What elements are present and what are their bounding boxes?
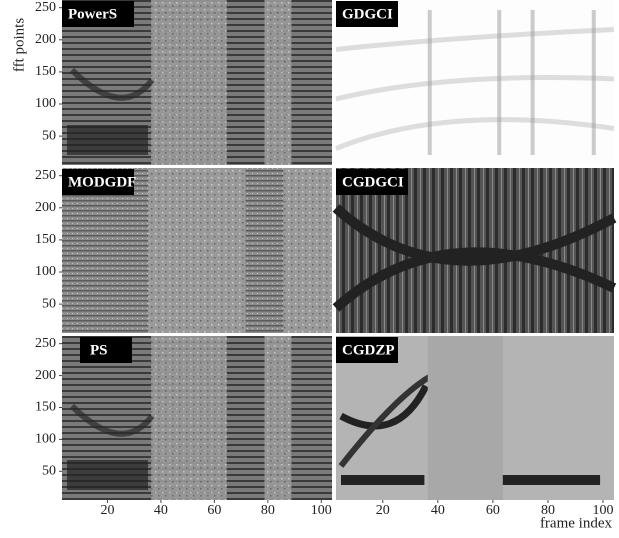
y-tick-label: 50 bbox=[42, 296, 56, 311]
y-tick-label: 200 bbox=[35, 32, 56, 47]
y-tick-label: 250 bbox=[35, 336, 56, 351]
texture bbox=[497, 10, 502, 155]
texture bbox=[335, 75, 615, 102]
texture bbox=[341, 475, 425, 485]
x-tick-label: 100 bbox=[592, 503, 613, 518]
x-tick-label: 40 bbox=[431, 503, 445, 518]
panel-title: CGDZP bbox=[342, 342, 395, 358]
texture bbox=[67, 460, 148, 490]
panel: MODGDF bbox=[62, 168, 332, 333]
y-axis-label: fft points bbox=[11, 18, 27, 72]
panel-title-box bbox=[62, 1, 134, 27]
texture bbox=[283, 168, 332, 333]
texture bbox=[338, 373, 433, 468]
panel: GDGCI bbox=[335, 0, 615, 165]
panel: PowerS bbox=[62, 0, 332, 165]
texture bbox=[332, 204, 617, 266]
x-tick-label: 60 bbox=[486, 503, 500, 518]
panel: CGDZP bbox=[336, 336, 614, 500]
x-tick-label: 100 bbox=[311, 503, 332, 518]
y-tick-label: 250 bbox=[35, 168, 56, 183]
y-tick-label: 150 bbox=[35, 232, 56, 247]
texture bbox=[339, 384, 430, 430]
y-tick-label: 100 bbox=[35, 432, 56, 447]
y-tick-label: 50 bbox=[42, 128, 56, 143]
panel-title-box bbox=[336, 169, 408, 195]
panel-title-box bbox=[80, 337, 132, 363]
texture bbox=[151, 0, 227, 165]
texture bbox=[502, 475, 601, 485]
texture bbox=[67, 125, 148, 155]
y-tick-label: 100 bbox=[35, 96, 56, 111]
y-tick-label: 100 bbox=[35, 264, 56, 279]
x-axis-label: frame index bbox=[540, 515, 613, 531]
x-tick-label: 20 bbox=[376, 503, 390, 518]
y-tick-label: 200 bbox=[35, 368, 56, 383]
texture bbox=[151, 336, 227, 500]
panel-title: PowerS bbox=[68, 6, 117, 22]
texture bbox=[264, 336, 292, 500]
y-tick-label: 150 bbox=[35, 64, 56, 79]
x-tick-label: 20 bbox=[100, 503, 114, 518]
panel: PS bbox=[62, 336, 332, 500]
y-tick-label: 200 bbox=[35, 200, 56, 215]
panel-title: PS bbox=[90, 342, 108, 358]
texture bbox=[332, 247, 617, 312]
texture bbox=[264, 0, 292, 165]
x-tick-label: 80 bbox=[541, 503, 555, 518]
panel-title-box bbox=[62, 169, 134, 195]
panel-title: GDGCI bbox=[342, 6, 393, 22]
texture bbox=[69, 67, 155, 101]
panel-image bbox=[336, 0, 614, 165]
texture bbox=[335, 27, 615, 52]
texture bbox=[530, 10, 535, 155]
x-tick-label: 80 bbox=[261, 503, 275, 518]
texture bbox=[591, 10, 596, 155]
texture bbox=[427, 336, 503, 500]
texture bbox=[335, 117, 615, 151]
texture bbox=[427, 10, 432, 155]
panel-title: MODGDF bbox=[68, 174, 136, 190]
panel: CGDGCI bbox=[332, 168, 617, 333]
y-tick-label: 50 bbox=[42, 464, 56, 479]
x-tick-label: 60 bbox=[207, 503, 221, 518]
texture bbox=[69, 403, 155, 437]
y-tick-label: 250 bbox=[35, 0, 56, 15]
panel-title: CGDGCI bbox=[342, 174, 404, 190]
panel-title-box bbox=[336, 337, 398, 363]
panel-title-box bbox=[336, 1, 398, 27]
texture bbox=[148, 168, 246, 333]
x-tick-label: 40 bbox=[154, 503, 168, 518]
y-tick-label: 150 bbox=[35, 400, 56, 415]
